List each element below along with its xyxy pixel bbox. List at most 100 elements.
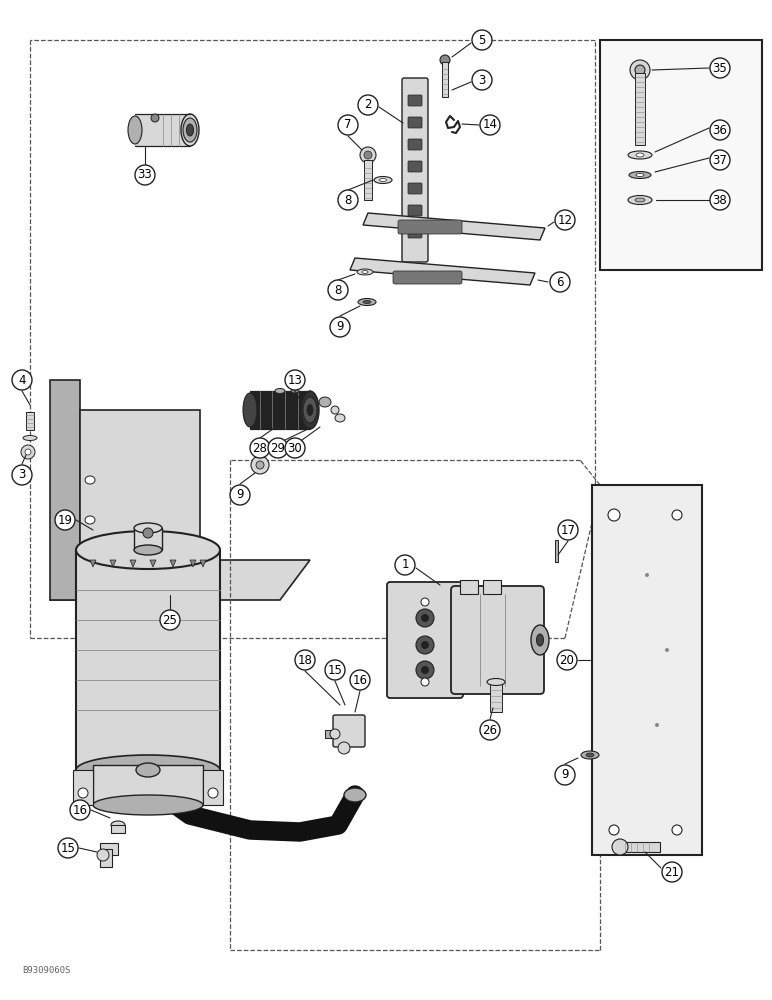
Circle shape	[58, 838, 78, 858]
Text: 3: 3	[479, 74, 486, 87]
Ellipse shape	[380, 178, 387, 182]
Bar	[100, 843, 118, 855]
Circle shape	[710, 58, 730, 78]
FancyBboxPatch shape	[408, 139, 422, 150]
Circle shape	[364, 151, 372, 159]
Bar	[364, 160, 372, 200]
Circle shape	[268, 438, 288, 458]
Ellipse shape	[628, 151, 652, 159]
Ellipse shape	[331, 406, 339, 414]
Bar	[555, 540, 558, 562]
Circle shape	[151, 114, 159, 122]
Circle shape	[416, 661, 434, 679]
FancyBboxPatch shape	[451, 586, 544, 694]
FancyBboxPatch shape	[393, 271, 462, 284]
Circle shape	[612, 839, 628, 855]
Circle shape	[285, 438, 305, 458]
Bar	[340, 744, 348, 752]
Bar	[134, 528, 162, 550]
Ellipse shape	[374, 176, 392, 184]
Circle shape	[250, 438, 270, 458]
Ellipse shape	[581, 751, 599, 759]
Text: 1: 1	[401, 558, 408, 572]
Ellipse shape	[635, 198, 645, 202]
FancyBboxPatch shape	[408, 95, 422, 106]
Bar	[26, 412, 34, 430]
Circle shape	[710, 120, 730, 140]
FancyBboxPatch shape	[408, 117, 422, 128]
Circle shape	[21, 445, 35, 459]
Bar	[635, 73, 645, 145]
Polygon shape	[150, 560, 156, 567]
Bar	[93, 765, 203, 805]
Circle shape	[645, 573, 649, 577]
Text: 15: 15	[60, 842, 76, 854]
Circle shape	[208, 788, 218, 798]
Ellipse shape	[23, 436, 37, 440]
Polygon shape	[80, 410, 200, 560]
Text: 8: 8	[334, 284, 342, 296]
Circle shape	[635, 65, 645, 75]
Ellipse shape	[319, 397, 331, 407]
Bar	[442, 62, 448, 97]
Polygon shape	[363, 213, 545, 240]
Ellipse shape	[76, 531, 220, 569]
Ellipse shape	[128, 116, 142, 144]
Ellipse shape	[363, 300, 371, 304]
Ellipse shape	[111, 821, 125, 829]
Circle shape	[557, 650, 577, 670]
Ellipse shape	[537, 634, 543, 646]
Ellipse shape	[181, 114, 199, 146]
Circle shape	[256, 461, 264, 469]
Circle shape	[338, 742, 350, 754]
Circle shape	[12, 370, 32, 390]
Circle shape	[480, 115, 500, 135]
Circle shape	[421, 598, 429, 606]
Ellipse shape	[330, 729, 340, 739]
Ellipse shape	[636, 174, 644, 176]
Circle shape	[665, 648, 669, 652]
Circle shape	[558, 520, 578, 540]
Circle shape	[472, 70, 492, 90]
Circle shape	[143, 528, 153, 538]
Text: 17: 17	[560, 524, 575, 536]
Circle shape	[472, 30, 492, 50]
Bar	[483, 580, 501, 594]
Bar	[620, 842, 660, 852]
Text: 33: 33	[137, 168, 152, 182]
Polygon shape	[110, 560, 116, 567]
Circle shape	[440, 55, 450, 65]
Circle shape	[12, 465, 32, 485]
Text: 28: 28	[252, 442, 267, 454]
Text: 37: 37	[713, 153, 727, 166]
FancyBboxPatch shape	[402, 78, 428, 262]
Circle shape	[70, 800, 90, 820]
FancyBboxPatch shape	[408, 183, 422, 194]
Text: 5: 5	[479, 33, 486, 46]
Circle shape	[325, 660, 345, 680]
Text: 16: 16	[73, 804, 87, 816]
Circle shape	[160, 610, 180, 630]
FancyBboxPatch shape	[408, 227, 422, 238]
Bar	[325, 730, 335, 738]
Ellipse shape	[303, 397, 317, 423]
Text: 38: 38	[713, 194, 727, 207]
Ellipse shape	[183, 118, 197, 142]
Polygon shape	[90, 560, 96, 567]
Circle shape	[421, 678, 429, 686]
Ellipse shape	[335, 414, 345, 422]
Text: 36: 36	[713, 123, 727, 136]
Ellipse shape	[629, 172, 651, 178]
Ellipse shape	[344, 788, 366, 802]
Bar	[592, 485, 702, 855]
Polygon shape	[170, 560, 176, 567]
Circle shape	[421, 614, 429, 622]
Text: 3: 3	[19, 468, 25, 482]
Text: 2: 2	[364, 99, 372, 111]
Polygon shape	[50, 560, 310, 600]
Text: 18: 18	[297, 654, 313, 666]
Ellipse shape	[531, 625, 549, 655]
Circle shape	[295, 650, 315, 670]
Ellipse shape	[187, 124, 194, 136]
Circle shape	[416, 636, 434, 654]
